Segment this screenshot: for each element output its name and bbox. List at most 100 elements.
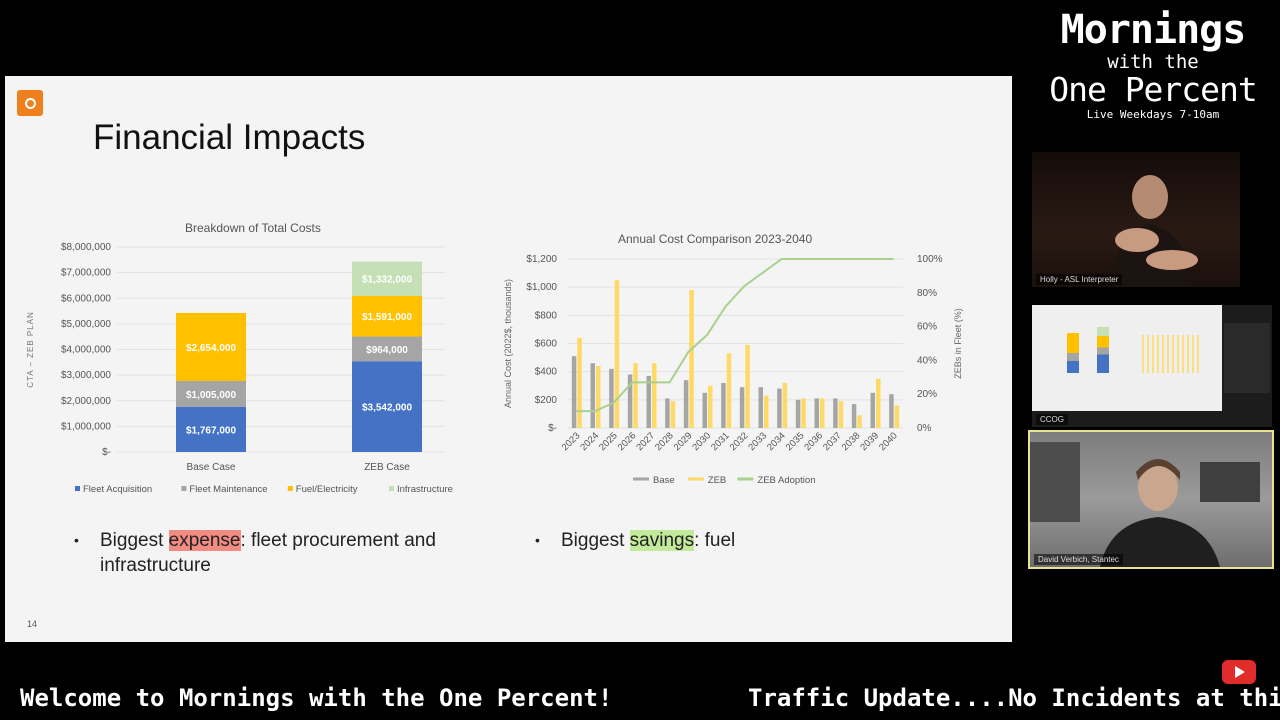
- bar: [708, 385, 713, 428]
- interpreter-silhouette: [1112, 175, 1198, 287]
- legend-entry: Base: [653, 475, 675, 486]
- x-tick-label: 2034: [765, 430, 788, 453]
- bar: [665, 398, 670, 428]
- bar-segment: [176, 406, 246, 452]
- slide-title: Financial Impacts: [93, 118, 366, 157]
- x-tick-label: 2023: [560, 430, 583, 453]
- y2-tick-label: 20%: [917, 389, 937, 400]
- data-label: $2,654,000: [186, 343, 236, 354]
- x-tick-label: Base Case: [187, 462, 236, 473]
- y-tick-label: $-: [548, 423, 557, 434]
- bar: [596, 366, 601, 428]
- bar: [609, 368, 614, 428]
- y2-tick-label: 100%: [917, 254, 943, 265]
- bar: [833, 398, 838, 428]
- bar-segment: [352, 295, 422, 337]
- y-tick-label: $-: [102, 447, 111, 458]
- y-tick-label: $2,000,000: [61, 396, 111, 407]
- interpreter-video-tile[interactable]: Holly - ASL Interpreter: [1032, 152, 1240, 287]
- bar: [670, 401, 676, 428]
- highlight-expense: expense: [168, 530, 241, 551]
- x-tick-label: 2036: [802, 430, 825, 453]
- slide-page-number: 14: [27, 619, 38, 629]
- y-axis-label: CTA – ZEB PLAN: [26, 311, 35, 388]
- data-label: $1,591,000: [362, 312, 412, 323]
- legend-entry: Fuel/Electricity: [296, 484, 358, 495]
- youtube-play-icon[interactable]: [1222, 660, 1256, 684]
- legend-entry: ZEB: [708, 475, 726, 486]
- bar: [889, 394, 894, 428]
- x-tick-label: 2032: [728, 430, 751, 453]
- data-label: $1,005,000: [186, 390, 236, 401]
- legend-entry: ZEB Adoption: [757, 475, 815, 486]
- y2-tick-label: 40%: [917, 355, 937, 366]
- legend-swatch: [287, 486, 293, 491]
- x-tick-label: 2033: [746, 430, 769, 453]
- bar: [721, 382, 726, 428]
- bar: [764, 395, 769, 428]
- news-ticker: Welcome to Mornings with the One Percent…: [0, 684, 1280, 716]
- bar: [876, 378, 881, 428]
- x-tick-label: 2037: [821, 430, 844, 453]
- bar-segment: [352, 261, 422, 296]
- bar: [726, 353, 732, 428]
- bar: [870, 392, 875, 428]
- x-tick-label: 2025: [597, 430, 620, 453]
- y-tick-label: $3,000,000: [61, 370, 111, 381]
- y-tick-label: $1,200: [526, 254, 557, 265]
- bar: [758, 387, 763, 428]
- bar: [820, 398, 825, 428]
- screenshare-thumbnail-tile[interactable]: CCOG: [1032, 305, 1272, 427]
- legend-swatch: [75, 486, 80, 491]
- bar: [777, 388, 782, 428]
- highlight-savings: savings: [629, 530, 695, 551]
- legend-swatch: [389, 486, 394, 491]
- x-tick-label: 2040: [877, 430, 900, 453]
- bar: [894, 405, 900, 428]
- bar: [590, 363, 595, 428]
- annual-cost-chart: $- $200 $400 $600 $800 $1,000 $1,200 0% 20% 40% 60…: [503, 254, 963, 486]
- bar: [838, 401, 844, 428]
- bar-segment: [352, 361, 422, 452]
- screenshare-thumbnail: [1032, 305, 1222, 411]
- y-tick-label: $1,000: [526, 282, 557, 293]
- chart1-title: Breakdown of Total Costs: [185, 221, 321, 235]
- x-tick-label: 2035: [784, 430, 807, 453]
- ticker-message-2: Traffic Update....No Incidents at thi: [748, 684, 1280, 712]
- y2-axis-label: ZEBs in Fleet (%): [953, 308, 963, 379]
- bar: [739, 387, 745, 428]
- x-tick-label: 2039: [858, 430, 881, 453]
- y-tick-label: $600: [535, 339, 558, 350]
- chart2-title: Annual Cost Comparison 2023-2040: [618, 232, 813, 246]
- bar-segment: [352, 336, 422, 362]
- bar: [652, 363, 657, 428]
- y-axis-label: Annual Cost (2022$, thousands): [503, 279, 513, 408]
- bar: [577, 337, 582, 428]
- participant-label: CCOG: [1036, 414, 1068, 425]
- brand-line-3: One Percent: [1049, 70, 1258, 109]
- bar: [851, 404, 857, 428]
- y-tick-label: $5,000,000: [61, 319, 111, 330]
- bar: [646, 375, 651, 428]
- show-brand: Mornings with the One Percent Live Weekd…: [1028, 8, 1278, 122]
- participant-label: Holly - ASL Interpreter: [1036, 274, 1123, 285]
- y2-tick-label: 60%: [917, 322, 937, 333]
- y-tick-label: $400: [535, 367, 558, 378]
- series-line: [576, 258, 894, 413]
- bar: [782, 382, 788, 428]
- y-tick-label: $6,000,000: [61, 293, 111, 304]
- y2-tick-label: 0%: [917, 423, 932, 434]
- bar: [633, 363, 638, 428]
- speaker-video-tile[interactable]: David Verbich, Stantec: [1028, 430, 1274, 569]
- y-tick-label: $1,000,000: [61, 421, 111, 432]
- transit-logo-icon: [17, 90, 43, 116]
- x-tick-label: 2031: [709, 430, 732, 453]
- x-tick-label: 2038: [840, 430, 863, 453]
- legend-entry: Fleet Acquisition: [83, 484, 152, 495]
- data-label: $1,332,000: [362, 275, 412, 286]
- legend-entry: Fleet Maintenance: [189, 484, 267, 495]
- bullet-expense: • Biggest expense: fleet procurement and…: [74, 530, 436, 576]
- bar: [627, 374, 633, 428]
- brand-line-2: with the: [1107, 51, 1199, 73]
- legend-entry: Infrastructure: [397, 484, 453, 495]
